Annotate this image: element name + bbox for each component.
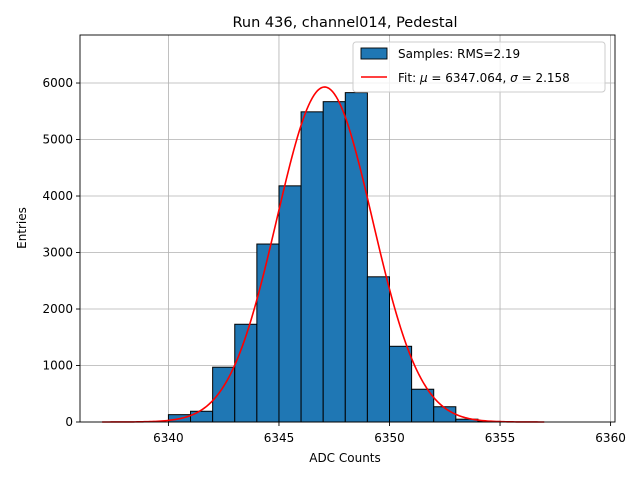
legend-fit-sigma-value: = 2.158 [518,71,570,85]
x-tick-label: 6355 [485,431,516,445]
histogram-bar-9 [366,276,391,423]
x-axis-ticks: 6340 6345 6350 6355 6360 [153,422,626,445]
legend-samples-swatch [360,47,388,60]
histogram-bar-4 [256,243,280,423]
histogram-bar-5 [278,185,302,423]
legend: Samples: RMS=2.19 Fit: μ = 6347.064, σ =… [352,41,606,93]
y-tick-label: 1000 [42,359,73,373]
histogram-bar-2 [212,366,236,423]
y-tick-label: 4000 [42,189,73,203]
histogram-bar-6 [300,111,324,423]
x-tick-label: 6345 [264,431,295,445]
y-axis-ticks: 0 1000 2000 3000 4000 5000 6000 [42,76,80,429]
x-axis-label: ADC Counts [309,451,381,465]
histogram-bars [167,92,501,423]
y-axis-label: Entries [15,207,29,249]
x-tick-label: 6340 [153,431,184,445]
histogram-bar-1 [190,410,214,423]
y-tick-label: 0 [65,415,73,429]
gaussian-fit-curve [102,86,545,423]
legend-fit-mu-value: = 6347.064, [428,71,511,85]
x-tick-label: 6350 [374,431,405,445]
histogram-bar-10 [389,345,413,423]
legend-fit-prefix: Fit: [398,71,420,85]
histogram-bar-12 [433,406,457,423]
plot-area-frame [79,34,616,423]
histogram-bar-8 [344,92,368,423]
y-tick-label: 6000 [42,76,73,90]
legend-fit-mu-symbol: μ [419,71,428,85]
legend-fit-sigma-symbol: σ [510,71,518,85]
y-tick-label: 5000 [42,133,73,147]
chart-title: Run 436, channel014, Pedestal [232,15,457,31]
legend-box [352,41,606,93]
legend-fit-label: Fit: μ = 6347.064, σ = 2.158 [398,71,570,85]
legend-samples-label: Samples: RMS=2.19 [398,47,520,61]
histogram-bar-7 [322,101,346,423]
histogram-bar-3 [234,323,258,423]
x-tick-label: 6360 [595,431,626,445]
y-tick-label: 3000 [42,246,73,260]
y-tick-label: 2000 [42,302,73,316]
